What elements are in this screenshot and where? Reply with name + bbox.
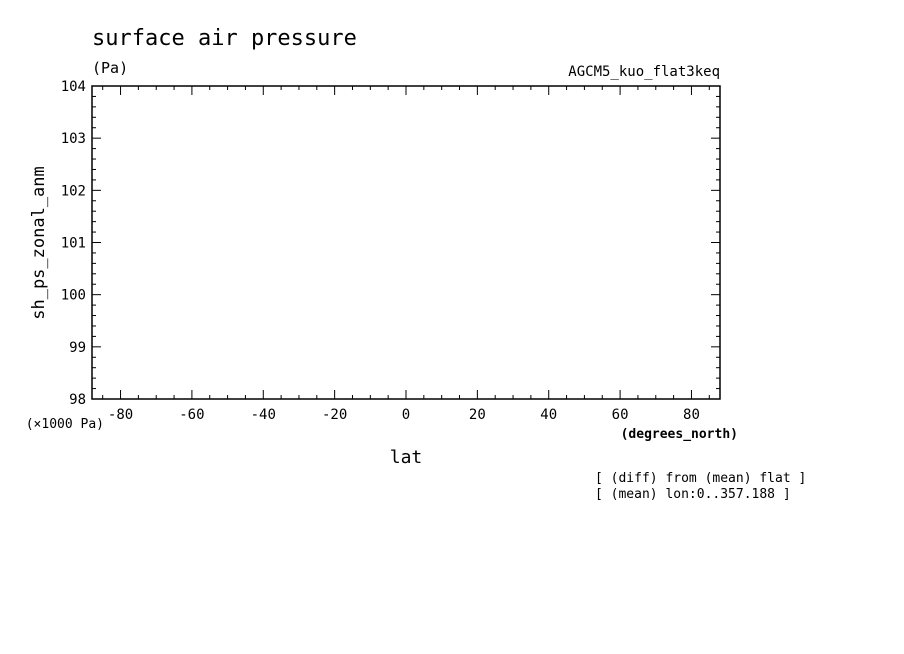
- x-units-label: (degrees_north): [621, 427, 738, 442]
- y-tick-label: 104: [61, 79, 86, 95]
- x-tick-label: -60: [179, 407, 204, 423]
- y-units-label: (×1000 Pa): [26, 417, 104, 432]
- note-mean: [ (mean) lon:0..357.188 ]: [595, 487, 791, 502]
- y-tick-label: 99: [69, 340, 86, 356]
- plot-frame: [91, 85, 721, 400]
- x-tick-label: 80: [683, 407, 700, 423]
- y-tick-label: 98: [69, 392, 86, 408]
- x-tick-label: 60: [612, 407, 629, 423]
- chart-subtitle: (Pa): [92, 59, 128, 77]
- x-tick-label: 20: [469, 407, 486, 423]
- y-tick-labels: 98 99 100 101 102 103 104: [61, 79, 86, 408]
- y-axis-ticks: [92, 85, 720, 400]
- x-axis-label: lat: [390, 447, 423, 468]
- dataset-label: AGCM5_kuo_flat3keq: [568, 64, 720, 80]
- x-tick-label: 0: [402, 407, 410, 423]
- y-tick-label: 102: [61, 183, 86, 199]
- note-diff: [ (diff) from (mean) flat ]: [595, 471, 806, 486]
- x-tick-label: -80: [108, 407, 133, 423]
- y-tick-label: 103: [61, 131, 86, 147]
- chart-title: surface air pressure: [92, 26, 357, 51]
- x-tick-label: 40: [540, 407, 557, 423]
- y-axis-label: sh_ps_zonal_anm: [29, 166, 49, 320]
- x-tick-labels: -80 -60 -40 -20 0 20 40 60 80: [108, 407, 700, 423]
- x-axis-ticks: [102, 86, 710, 399]
- x-tick-label: -20: [322, 407, 347, 423]
- x-tick-label: -40: [251, 407, 276, 423]
- y-tick-label: 100: [61, 288, 86, 304]
- y-tick-label: 101: [61, 236, 86, 252]
